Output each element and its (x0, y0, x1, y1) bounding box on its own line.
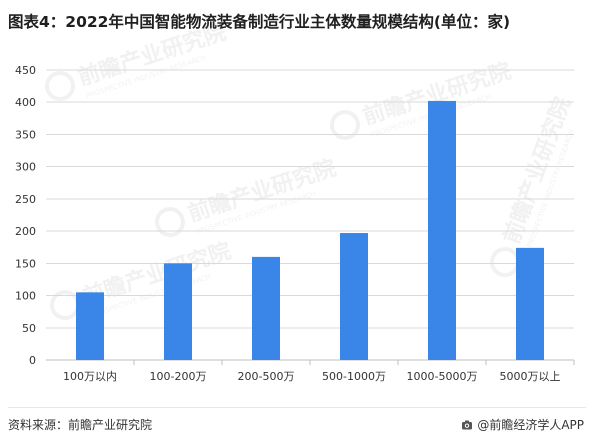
x-tick-label: 1000-5000万 (407, 370, 478, 383)
gridlines (46, 69, 574, 361)
y-tick-label: 400 (15, 96, 36, 109)
y-axis-ticks: 0 50 100 150 200 250 300 350 400 450 (15, 64, 36, 367)
bar (164, 263, 192, 360)
y-tick-label: 450 (15, 64, 36, 77)
x-tick-label: 200-500万 (238, 370, 295, 383)
watermark-logo-icon (45, 71, 75, 101)
y-tick-label: 250 (15, 193, 36, 206)
bar (340, 233, 368, 360)
watermark-brand: 前瞻产业研究院 (185, 155, 340, 227)
x-tick-label: 5000万以上 (500, 370, 561, 383)
bar (252, 256, 280, 360)
credit: @前瞻经济学人APP (461, 416, 584, 433)
watermark-logo-icon (155, 207, 185, 237)
y-tick-label: 150 (15, 257, 36, 270)
bar (76, 292, 104, 360)
chart-title: 图表4：2022年中国智能物流装备制造行业主体数量规模结构(单位：家) (8, 13, 511, 31)
camera-icon (462, 420, 473, 429)
x-axis-ticks: 100万以内 100-200万 200-500万 500-1000万 1000-5000… (63, 360, 575, 383)
bar (428, 100, 456, 360)
x-tick-label: 100-200万 (150, 370, 207, 383)
y-tick-label: 0 (29, 354, 36, 367)
y-tick-label: 200 (15, 225, 36, 238)
y-tick-label: 100 (15, 290, 36, 303)
y-tick-label: 50 (22, 322, 36, 335)
footer-divider (8, 407, 586, 408)
watermark-logo-icon (330, 110, 360, 140)
x-tick-label: 500-1000万 (322, 370, 386, 383)
y-tick-label: 300 (15, 161, 36, 174)
source-note: 资料来源：前瞻产业研究院 (8, 418, 153, 432)
y-tick-label: 350 (15, 128, 36, 141)
bars (76, 100, 544, 360)
x-tick-label: 100万以内 (63, 369, 117, 383)
watermark-brand: 前瞻产业研究院 (75, 19, 230, 91)
bar (516, 247, 544, 360)
credit-label: @前瞻经济学人APP (477, 418, 584, 432)
